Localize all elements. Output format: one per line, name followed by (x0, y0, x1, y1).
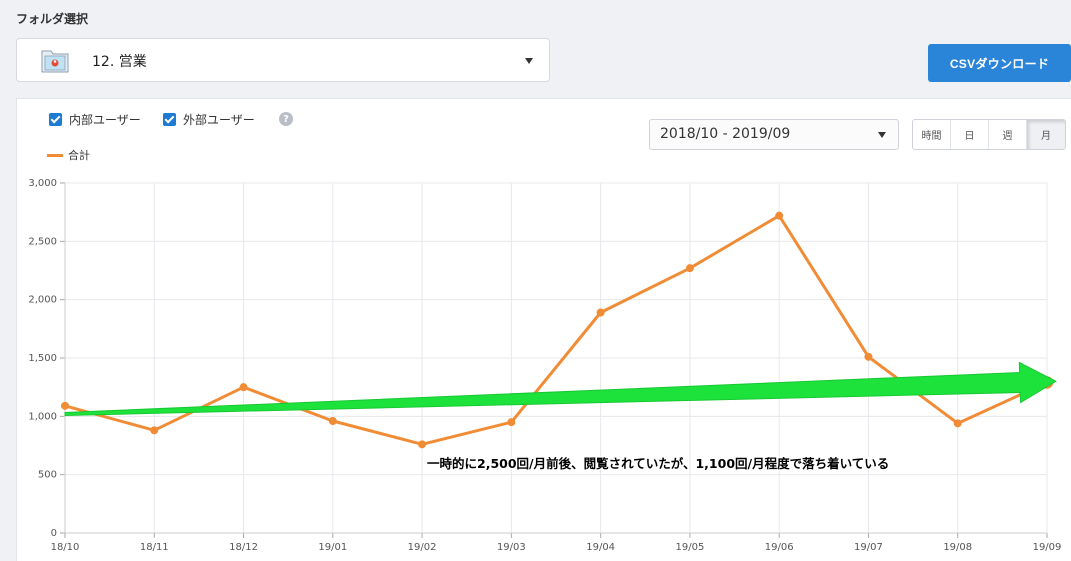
x-tick-label: 18/11 (140, 542, 169, 553)
x-tick-label: 19/06 (765, 542, 794, 553)
chevron-down-icon (878, 132, 886, 138)
data-point (150, 426, 159, 435)
trend-arrow (64, 361, 1057, 417)
legend-swatch (47, 153, 63, 157)
tab-week[interactable]: 週 (989, 120, 1027, 149)
x-tick-label: 19/08 (943, 542, 972, 553)
folder-name: 12. 営業 (92, 54, 147, 70)
data-point (775, 211, 784, 220)
x-tick-label: 19/04 (586, 542, 615, 553)
x-tick-label: 18/10 (51, 542, 80, 553)
date-range-value: 2018/10 - 2019/09 (660, 126, 791, 142)
y-tick-label: 2,000 (28, 295, 57, 306)
tab-hour[interactable]: 時間 (913, 120, 951, 149)
data-point (418, 440, 427, 449)
x-tick-label: 19/01 (318, 542, 347, 553)
data-point (239, 383, 248, 392)
date-range-select[interactable]: 2018/10 - 2019/09 (649, 119, 899, 150)
internal-users-label: 内部ユーザー (69, 112, 141, 127)
csv-download-button[interactable]: CSVダウンロード (928, 44, 1071, 82)
y-tick-label: 1,000 (28, 411, 57, 422)
x-tick-label: 19/05 (675, 542, 704, 553)
folder-select-label: フォルダ選択 (16, 12, 89, 26)
x-tick-label: 19/07 (854, 542, 883, 553)
folder-dropdown[interactable]: 12. 営業 (16, 38, 550, 82)
external-users-checkbox[interactable] (163, 112, 176, 126)
tab-day[interactable]: 日 (951, 120, 989, 149)
data-point (685, 264, 694, 273)
help-icon[interactable]: ? (279, 112, 293, 126)
tab-month[interactable]: 月 (1027, 120, 1065, 149)
data-point (953, 419, 962, 428)
y-tick-label: 2,500 (28, 236, 57, 247)
data-point (61, 401, 69, 410)
internal-users-filter[interactable]: 内部ユーザー (49, 111, 141, 127)
folder-icon (41, 47, 69, 73)
y-tick-label: 0 (51, 528, 57, 539)
data-point (864, 352, 873, 361)
data-point (507, 418, 516, 427)
y-tick-label: 1,500 (28, 353, 57, 364)
x-tick-label: 19/03 (497, 542, 526, 553)
data-point (596, 308, 605, 317)
line-chart: 0 500 1,000 1,500 2,000 2,500 3,000 18/10 18/11 1… (28, 178, 1062, 553)
chart-panel: 内部ユーザー 外部ユーザー ? 合計 2018/10 - 2019/09 時間 … (16, 98, 1071, 561)
granularity-tabs: 時間 日 週 月 (912, 119, 1066, 150)
y-tick-label: 3,000 (28, 178, 57, 189)
chart-annotation: 一時的に2,500回/月前後、閲覧されていたが、1,100回/月程度で落ち着いて… (427, 456, 889, 471)
external-users-label: 外部ユーザー (183, 112, 255, 127)
external-users-filter[interactable]: 外部ユーザー (163, 111, 255, 127)
chevron-down-icon (525, 58, 533, 64)
legend-label-total: 合計 (68, 149, 90, 162)
x-tick-label: 19/09 (1033, 542, 1062, 553)
internal-users-checkbox[interactable] (49, 112, 62, 126)
x-tick-label: 19/02 (408, 542, 437, 553)
series-line-total (64, 214, 1048, 446)
chart-legend[interactable]: 合計 (47, 147, 90, 163)
x-tick-label: 18/12 (229, 542, 258, 553)
y-tick-label: 500 (38, 470, 57, 481)
data-point (328, 417, 337, 425)
